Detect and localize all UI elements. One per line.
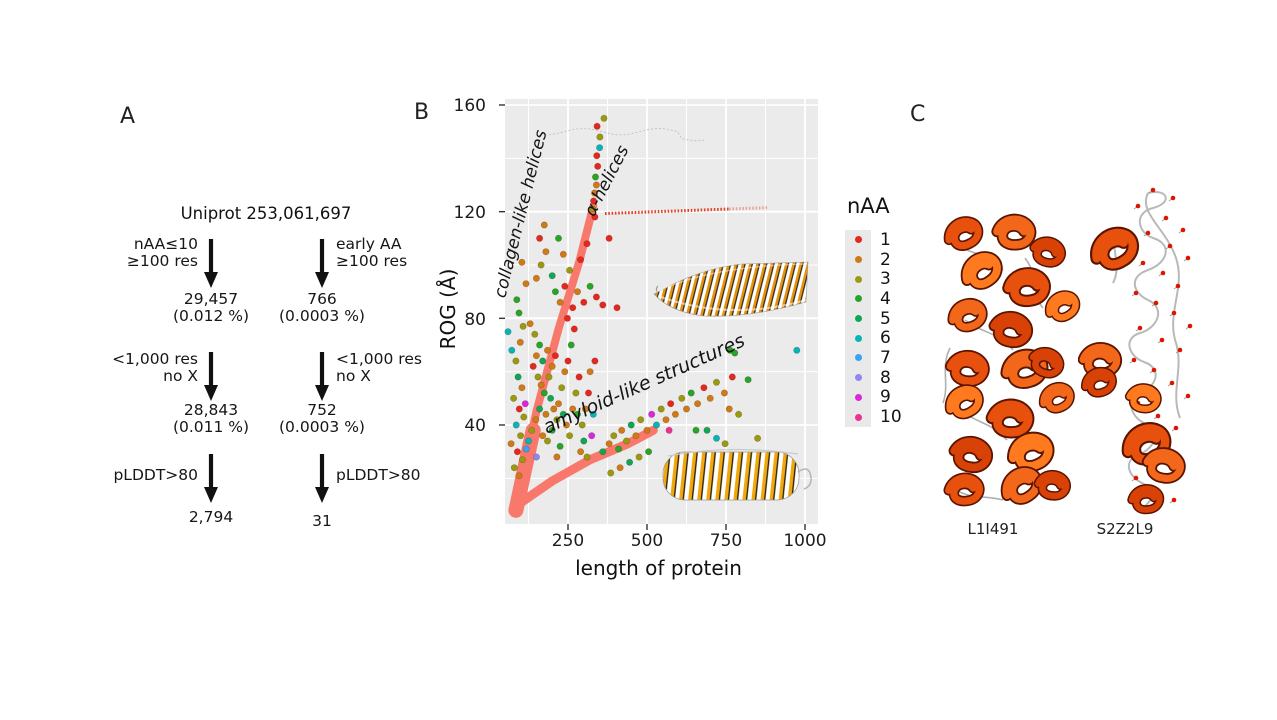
legend-dot-icon [854,334,862,342]
gridlines [505,99,818,524]
y-tick-80: 80 [464,310,486,330]
reference-curves [544,127,769,216]
legend-entry: 4 [845,289,902,309]
legend-key [845,367,871,388]
legend-key [845,328,871,349]
panel-b-label: B [414,100,430,125]
result-final-left: 2,794 [188,508,234,526]
legend-key [845,289,871,309]
down-arrow-icon [315,352,329,401]
amyloid-fibril-structure [662,448,812,501]
x-tick-750: 750 [709,531,743,551]
legend-dot-icon [854,413,862,421]
panel-c-label: C [910,102,926,127]
legend-label: 6 [880,328,891,349]
legend-entry: 3 [845,269,902,289]
legend-entry: 6 [845,328,902,348]
filter-naa10: nAA≤10 ≥100 res [126,235,198,270]
legend-key [845,348,871,368]
legend-entry: 7 [845,348,902,368]
legend-dot-icon [854,256,862,264]
legend-entries: 1 2 3 4 5 6 7 8 9 10 [845,230,902,427]
legend-key [845,308,871,329]
legend: nAA 1 2 3 4 5 6 7 8 9 10 [845,194,902,427]
legend-dot-icon [854,295,862,303]
legend-key [845,407,871,427]
legend-dot-icon [854,275,862,283]
down-arrow-icon [204,239,218,288]
legend-label: 9 [880,387,891,408]
legend-key [845,249,871,270]
result-stage1-right: 766 (0.0003 %) [279,290,365,325]
x-axis-title: length of protein [575,556,742,580]
legend-label: 8 [880,367,891,388]
legend-key [845,387,871,408]
structure-label-l1i491: L1I491 [967,520,1019,538]
flowchart-root: Uniprot 253,061,697 [180,204,352,223]
legend-label: 7 [880,347,891,368]
legend-dot-icon [854,236,862,244]
beta-solenoid-structure [653,261,809,317]
protein-structure-s2z2l9 [1078,187,1193,518]
filter-plddt-right: pLDDT>80 [336,466,421,484]
legend-label: 4 [880,288,891,309]
result-stage2-right: 752 (0.0003 %) [279,401,365,436]
result-stage1-left: 29,457 (0.012 %) [172,290,250,325]
legend-label: 3 [880,269,891,290]
legend-entry: 2 [845,250,902,270]
scatter-points [504,114,801,480]
legend-entry: 5 [845,309,902,329]
y-tick-160: 160 [453,96,486,116]
legend-label: 10 [880,407,902,428]
x-tick-500: 500 [630,531,664,551]
filter-1000res-left: <1,000 res no X [112,350,198,385]
result-final-right: 31 [312,512,332,530]
result-stage2-left: 28,843 (0.011 %) [172,401,250,436]
legend-key [845,230,871,250]
legend-label: 1 [880,229,891,250]
y-axis-title: ROG (Å) [436,268,460,350]
legend-entry: 10 [845,407,902,427]
legend-dot-icon [854,374,862,382]
down-arrow-icon [315,239,329,288]
structure-label-s2z2l9: S2Z2L9 [1096,520,1154,538]
legend-entry: 9 [845,387,902,408]
x-tick-250: 250 [551,531,585,551]
legend-title: nAA [847,194,890,218]
scatter-plot [499,99,818,530]
down-arrow-icon [204,352,218,401]
legend-dot-icon [854,354,862,362]
filter-early-aa: early AA ≥100 res [336,235,408,270]
x-tick-1000: 1000 [783,531,827,551]
down-arrow-icon [204,454,218,503]
legend-entry: 8 [845,368,902,388]
filter-1000res-right: <1,000 res no X [336,350,422,385]
down-arrow-icon [315,454,329,503]
y-tick-120: 120 [453,203,486,223]
legend-key [845,269,871,290]
legend-label: 5 [880,308,891,329]
panel-a-label: A [120,104,136,129]
legend-dot-icon [854,393,862,401]
protein-structure-l1i491 [925,198,1085,518]
filter-plddt-left: pLDDT>80 [113,466,198,484]
legend-dot-icon [854,315,862,323]
y-tick-40: 40 [464,416,486,436]
legend-entry: 1 [845,230,902,250]
legend-label: 2 [880,249,891,270]
tick-marks [499,104,806,530]
